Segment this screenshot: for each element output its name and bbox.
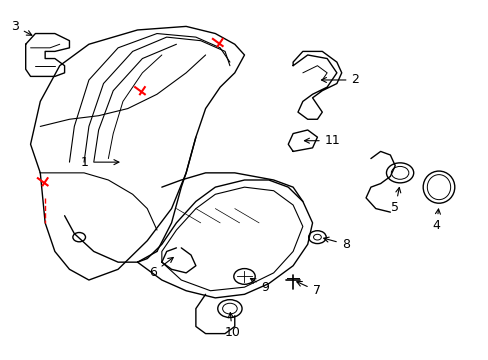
Text: 6: 6 <box>149 257 173 279</box>
Text: 1: 1 <box>81 156 119 168</box>
Text: 5: 5 <box>390 188 400 215</box>
Text: 4: 4 <box>432 209 440 232</box>
Text: 8: 8 <box>323 237 349 251</box>
Text: 2: 2 <box>321 73 359 86</box>
Text: 9: 9 <box>250 279 269 294</box>
Text: 11: 11 <box>304 134 340 147</box>
Text: 7: 7 <box>296 282 320 297</box>
Text: 3: 3 <box>11 20 32 35</box>
Text: 10: 10 <box>224 312 240 339</box>
